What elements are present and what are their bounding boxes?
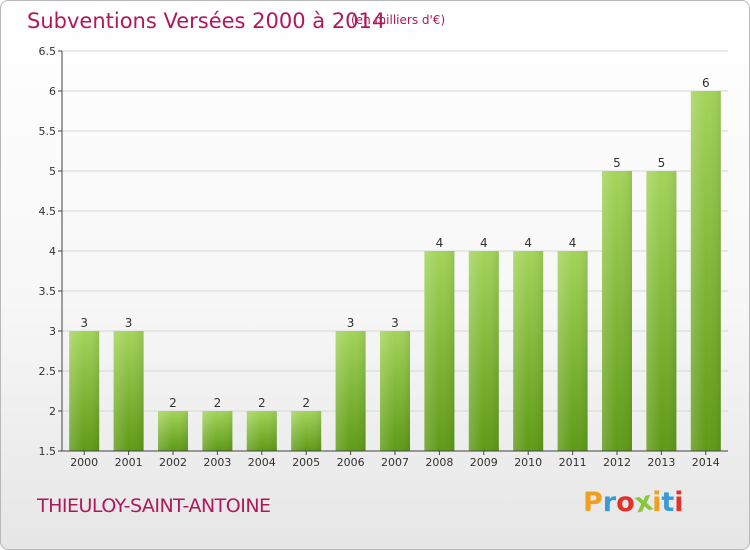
chart-title: Subventions Versées 2000 à 2014 <box>27 9 386 33</box>
commune-name: THIEULOY-SAINT-ANTOINE <box>37 495 271 517</box>
y-tick-label: 4.5 <box>39 205 57 218</box>
bar-shine-2000 <box>69 331 100 451</box>
bar-shine-2014 <box>690 91 721 451</box>
x-tick-label: 2002 <box>159 456 187 469</box>
logo-letter: o <box>616 487 635 518</box>
x-tick-label: 2006 <box>337 456 365 469</box>
bar-shine-2012 <box>602 171 632 451</box>
value-label-2006: 3 <box>347 316 355 330</box>
value-label-2007: 3 <box>391 316 399 330</box>
value-label-2012: 5 <box>613 156 621 170</box>
value-label-2010: 4 <box>524 236 532 250</box>
y-tick-label: 6 <box>49 85 56 98</box>
x-tick-label: 2007 <box>381 456 409 469</box>
x-tick-label: 2014 <box>692 456 720 469</box>
proxiti-logo[interactable]: Proxiti <box>583 486 684 520</box>
value-label-2013: 5 <box>658 156 666 170</box>
bar-shine-2013 <box>646 171 677 451</box>
value-label-2001: 3 <box>125 316 133 330</box>
logo-letter: i <box>674 487 684 518</box>
bar-shine-2011 <box>557 251 588 451</box>
value-label-2002: 2 <box>169 396 177 410</box>
bar-shine-2010 <box>513 251 544 451</box>
x-tick-label: 2000 <box>70 456 98 469</box>
x-tick-label: 2010 <box>514 456 542 469</box>
y-tick-label: 1.5 <box>39 445 57 458</box>
bar-shine-2008 <box>424 251 455 451</box>
value-label-2003: 2 <box>214 396 222 410</box>
value-label-2008: 4 <box>436 236 444 250</box>
y-tick-label: 4 <box>49 245 56 258</box>
value-label-2011: 4 <box>569 236 577 250</box>
y-tick-label: 3.5 <box>39 285 57 298</box>
value-label-2009: 4 <box>480 236 488 250</box>
chart-unit: (en milliers d'€) <box>351 13 446 27</box>
bar-shine-2004 <box>246 411 277 451</box>
y-tick-label: 2 <box>49 405 56 418</box>
logo-letter: i <box>652 487 662 518</box>
logo-letter: t <box>661 487 675 518</box>
y-tick-label: 5.5 <box>39 125 57 138</box>
value-label-2014: 6 <box>702 76 710 90</box>
bar-shine-2007 <box>380 331 410 451</box>
bar-shine-2001 <box>113 331 144 451</box>
value-labels: 3 3 2 2 2 2 3 3 4 4 4 4 5 5 6 <box>80 76 709 410</box>
x-tick-label: 2004 <box>248 456 276 469</box>
x-tick-label: 2001 <box>115 456 143 469</box>
bar-shine-2003 <box>202 411 233 451</box>
bar-shine-2005 <box>291 411 322 451</box>
value-label-2004: 2 <box>258 396 266 410</box>
x-tick-label: 2009 <box>470 456 498 469</box>
x-tick-label: 2005 <box>292 456 320 469</box>
axes: 1.5 2 2.5 3 3.5 4 4.5 5 5.5 6 6.5 2000 2001 2002 2003 2… <box>39 45 728 469</box>
bars <box>69 91 721 451</box>
value-label-2000: 3 <box>80 316 88 330</box>
logo-letter: r <box>602 487 617 518</box>
y-tick-label: 6.5 <box>39 45 57 58</box>
x-tick-label: 2008 <box>425 456 453 469</box>
value-label-2005: 2 <box>302 396 310 410</box>
x-tick-label: 2003 <box>203 456 231 469</box>
x-tick-label: 2011 <box>559 456 587 469</box>
y-tick-label: 5 <box>49 165 56 178</box>
y-tick-label: 3 <box>49 325 56 338</box>
logo-letter: P <box>583 487 603 518</box>
bar-shine-2002 <box>158 411 188 451</box>
y-tick-label: 2.5 <box>39 365 57 378</box>
x-tick-label: 2013 <box>647 456 675 469</box>
x-tick-label: 2012 <box>603 456 631 469</box>
bar-shine-2009 <box>468 251 499 451</box>
bar-shine-2006 <box>335 331 366 451</box>
